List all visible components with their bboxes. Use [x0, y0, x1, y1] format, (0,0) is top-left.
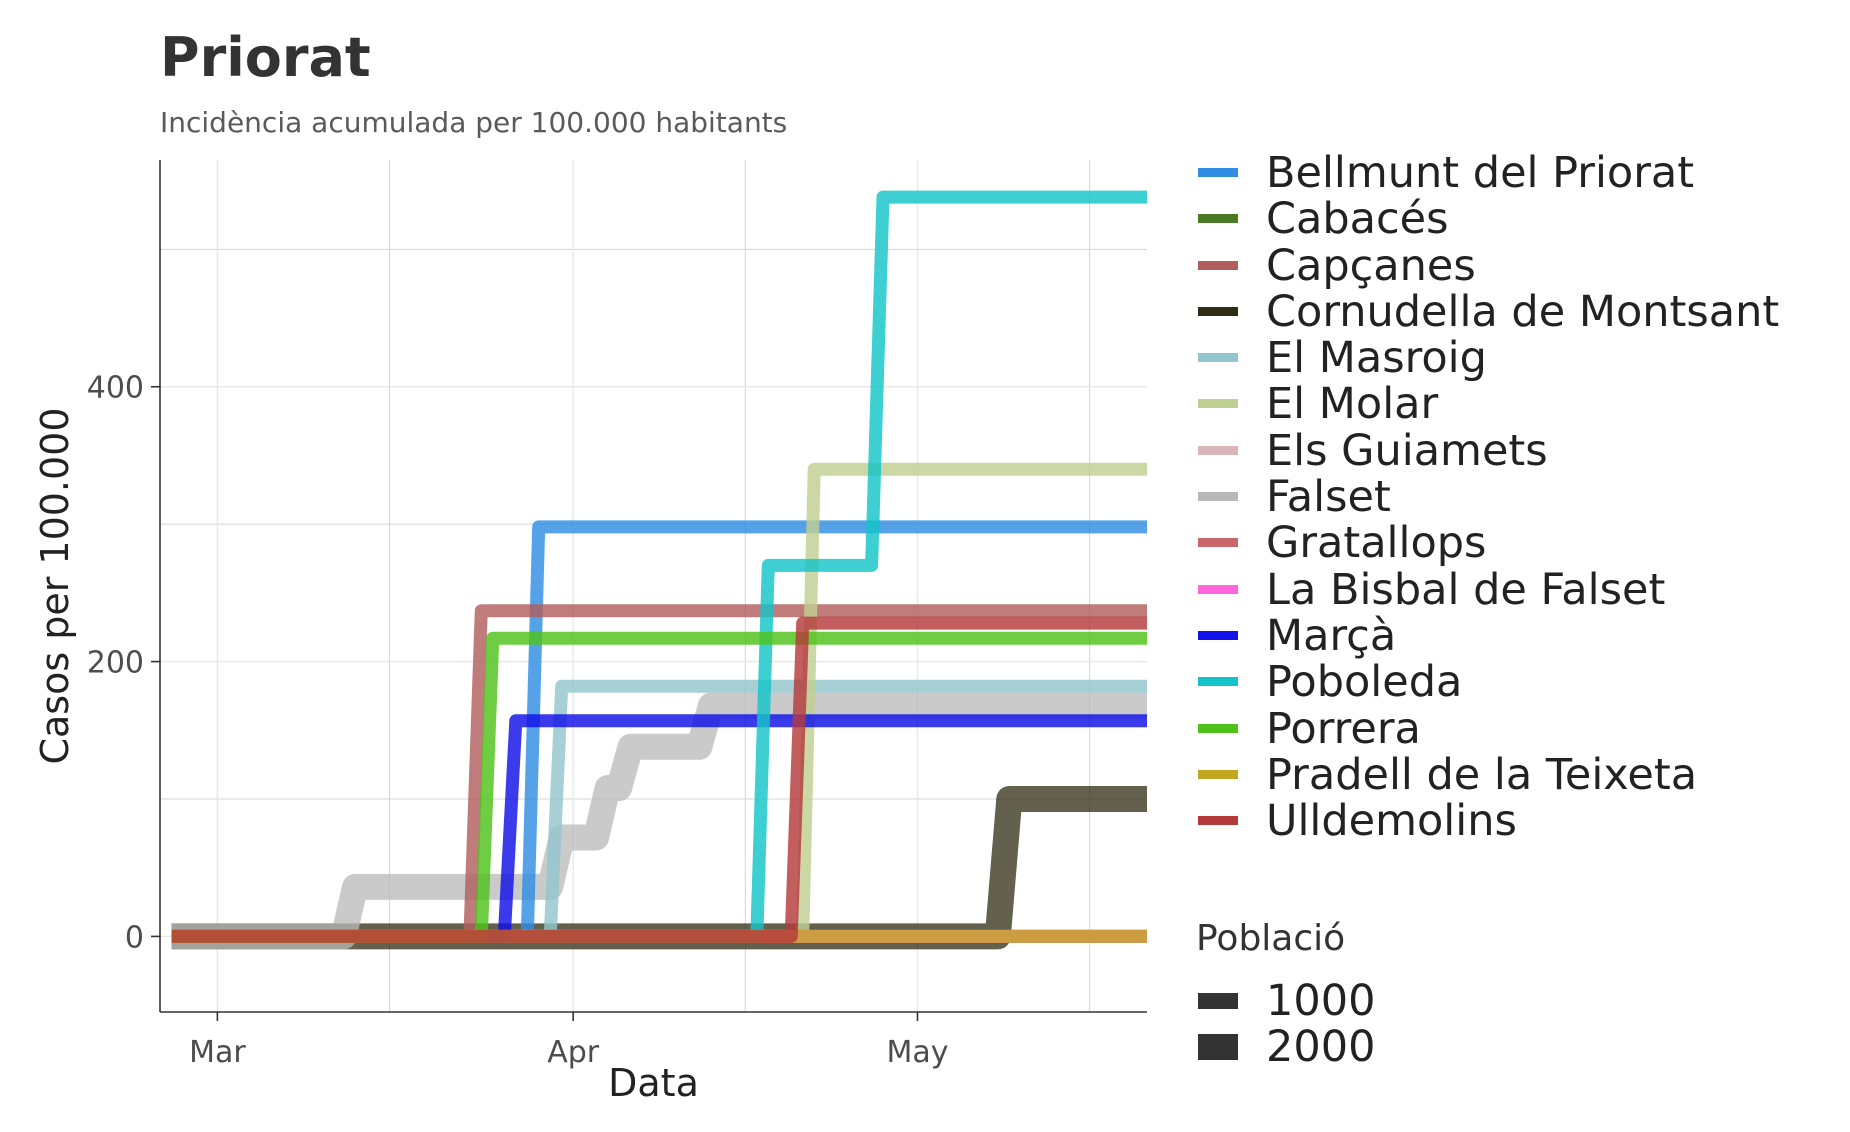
legend-key [1198, 584, 1238, 594]
legend-label: Bellmunt del Priorat [1266, 148, 1695, 198]
legend-key [1198, 769, 1238, 779]
size-legend-key [1198, 993, 1238, 1009]
size-legend-label: 1000 [1266, 976, 1376, 1026]
y-tick-label: 200 [87, 646, 144, 681]
x-tick-label: May [886, 1035, 948, 1070]
legend-key [1198, 677, 1238, 687]
legend-key [1198, 538, 1238, 548]
legend-label: Falset [1266, 472, 1391, 523]
legend-label: El Molar [1266, 379, 1439, 430]
legend-label: La Bisbal de Falset [1266, 564, 1666, 615]
legend-key [1198, 723, 1238, 733]
legend-key [1198, 214, 1238, 224]
legend-label: Capçanes [1266, 240, 1476, 291]
legend-label: Cabacés [1266, 194, 1449, 245]
legend-key [1198, 630, 1238, 640]
legend-key [1198, 168, 1238, 177]
y-tick-label: 0 [125, 920, 144, 955]
series-line-falset [171, 692, 1147, 950]
y-axis-title: Casos per 100.000 [33, 407, 77, 764]
x-axis-title: Data [608, 1061, 699, 1105]
legend-key [1198, 492, 1238, 502]
legend-key [1198, 816, 1238, 826]
size-legend-label: 2000 [1266, 1022, 1376, 1072]
legend-label: Pradell de la Teixeta [1266, 749, 1698, 800]
legend-key [1198, 260, 1238, 270]
size-legend-title: Població [1196, 918, 1346, 959]
series-line-ulldemolins [171, 616, 1147, 943]
legend-label: Cornudella de Montsant [1266, 286, 1780, 337]
legend-label: El Masroig [1266, 333, 1487, 384]
x-tick-label: Apr [547, 1035, 600, 1070]
chart-title: Priorat [160, 26, 371, 89]
legend-key [1198, 445, 1238, 455]
legend-label: Marçà [1266, 610, 1397, 661]
size-legend-key [1198, 1034, 1238, 1060]
legend-key [1198, 399, 1238, 409]
legend-key [1198, 353, 1238, 363]
x-tick-label: Mar [189, 1035, 246, 1070]
y-tick-label: 400 [87, 371, 144, 406]
series-line-cornudella-de-montsant [171, 786, 1147, 950]
legend-key [1198, 306, 1238, 316]
legend-label: Els Guiamets [1266, 425, 1548, 476]
legend-label: Gratallops [1266, 518, 1487, 569]
legend-label: Poboleda [1266, 657, 1463, 708]
chart-subtitle: Incidència acumulada per 100.000 habitan… [160, 106, 788, 139]
legend-label: Porrera [1266, 703, 1421, 754]
legend-label: Ulldemolins [1266, 796, 1517, 847]
